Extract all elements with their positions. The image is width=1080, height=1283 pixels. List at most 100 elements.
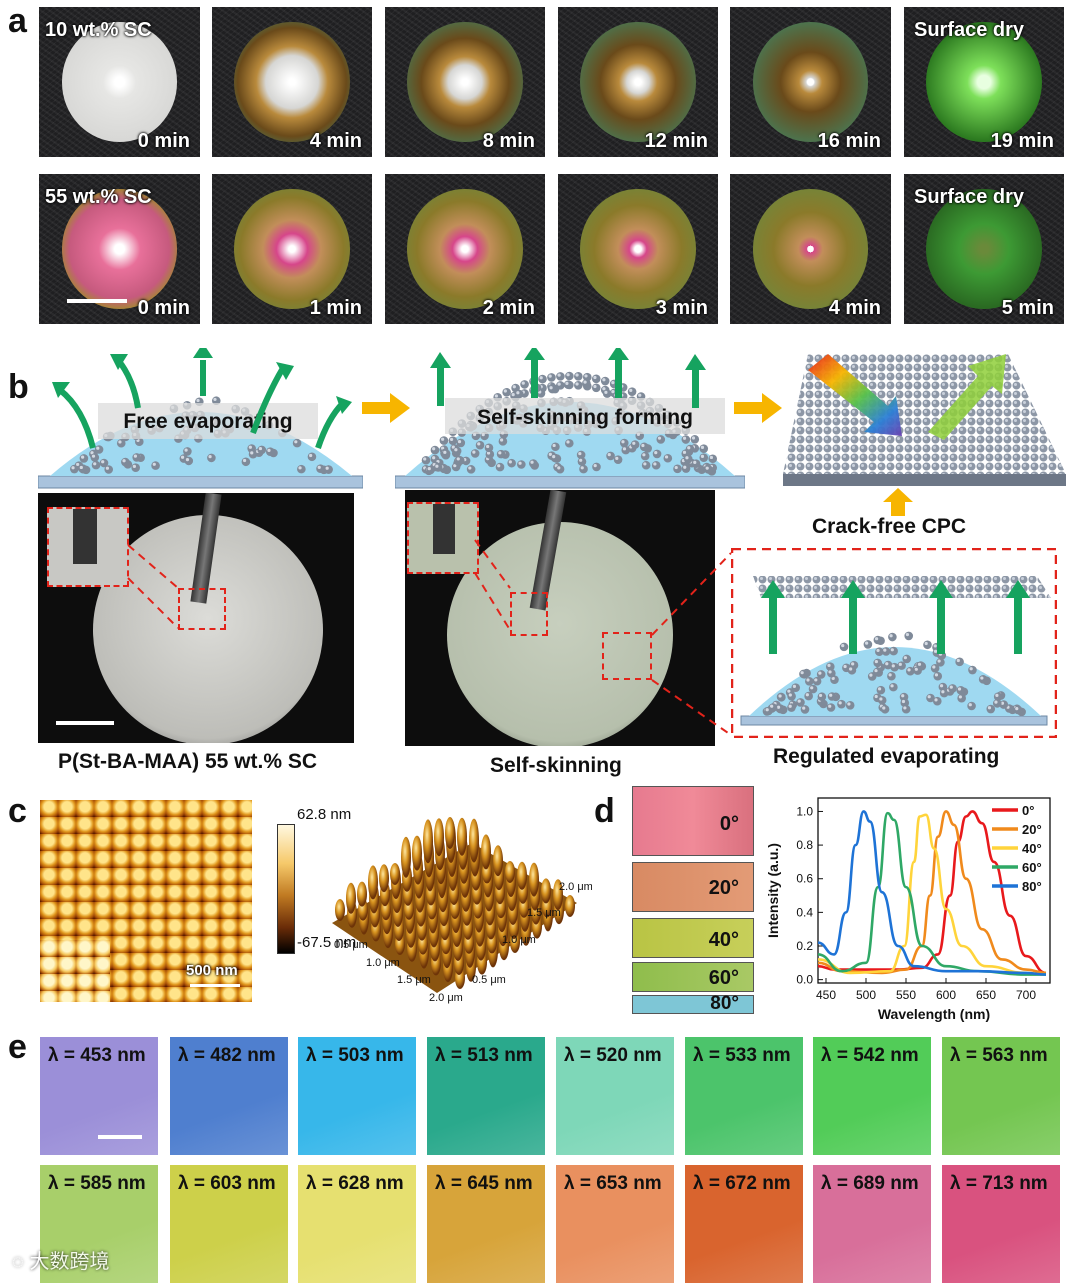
wavelength-label: λ = 689 nm: [821, 1173, 919, 1194]
wavelength-label: λ = 533 nm: [693, 1045, 791, 1066]
wavelength-label: λ = 645 nm: [435, 1173, 533, 1194]
droplet: [752, 22, 869, 142]
panel-label-d: d: [594, 792, 615, 830]
time-label: 3 min: [655, 297, 708, 319]
angle-swatch-60: 60°: [632, 962, 754, 992]
droplet-photo: 12 min: [558, 7, 718, 157]
color-swatch: λ = 503 nm: [298, 1037, 416, 1155]
watermark: ◌ 大数跨境: [12, 1251, 110, 1273]
y-tick-label: 0.0: [796, 973, 813, 987]
color-swatch: λ = 563 nm: [942, 1037, 1060, 1155]
color-swatch: λ = 513 nm: [427, 1037, 545, 1155]
x-tick-label: 700: [1016, 988, 1036, 1002]
petri-dish-photo-middle: [405, 490, 715, 746]
time-label: 1 min: [309, 297, 362, 319]
axis-x-tick: 0.5 μm: [334, 939, 368, 951]
droplet-photo: 8 min: [385, 7, 545, 157]
y-axis-label: Intensity (a.u.): [765, 843, 781, 938]
droplet-photo: 4 min: [212, 7, 372, 157]
wavelength-label: λ = 563 nm: [950, 1045, 1048, 1066]
y-tick-label: 0.8: [796, 838, 813, 852]
legend-label: 80°: [1022, 879, 1042, 894]
watermark-logo-icon: ◌: [12, 1251, 30, 1273]
series-line: [817, 813, 1047, 976]
plot-frame: [817, 797, 1051, 984]
free-evaporating-diagram: Free evaporating: [38, 348, 363, 489]
wavelength-label: λ = 503 nm: [306, 1045, 404, 1066]
droplet-photo: 4 min: [730, 174, 891, 324]
color-swatch: λ = 672 nm: [685, 1165, 803, 1283]
scalebar-label: 500 nm: [186, 962, 238, 979]
x-tick-label: 450: [816, 988, 836, 1002]
series-line: [817, 810, 1047, 976]
time-label: 2 min: [482, 297, 535, 319]
caption-left: P(St-BA-MAA) 55 wt.% SC: [58, 750, 318, 773]
surface-dry-label: Surface dry: [914, 186, 1025, 208]
droplet-photo: 3 min: [558, 174, 718, 324]
crack-free-cpc-film: [783, 354, 1066, 486]
wavelength-label: λ = 713 nm: [950, 1173, 1048, 1194]
wavelength-label: λ = 542 nm: [821, 1045, 919, 1066]
self-skinning-diagram: Self-skinning forming: [395, 348, 745, 489]
wavelength-label: λ = 520 nm: [564, 1045, 662, 1066]
angle-swatch-20: 20°: [632, 862, 754, 912]
free-evaporating-label: Free evaporating: [123, 410, 292, 433]
color-swatch: λ = 645 nm: [427, 1165, 545, 1283]
colorbar-min-label: -67.5 nm: [297, 934, 357, 951]
crack-free-cpc-label: Crack-free CPC: [812, 515, 967, 538]
wavelength-label: λ = 482 nm: [178, 1045, 276, 1066]
concentration-label: 55 wt.% SC: [45, 186, 152, 208]
x-tick-label: 500: [856, 988, 876, 1002]
droplet-photo: 0 min 55 wt.% SC: [39, 174, 200, 324]
droplet: [407, 189, 523, 309]
legend-label: 60°: [1022, 860, 1042, 875]
arrow-up-icon: [883, 488, 913, 516]
axis-x-tick: 2.0 μm: [429, 992, 463, 1004]
legend-label: 0°: [1022, 803, 1034, 818]
x-axis-label: Wavelength (nm): [878, 1006, 990, 1022]
color-swatch: λ = 520 nm: [556, 1037, 674, 1155]
droplet-photo: 19 min Surface dry: [904, 7, 1064, 157]
x-tick-label: 550: [896, 988, 916, 1002]
axis-x-tick: 1.5 μm: [397, 974, 431, 986]
droplet: [926, 189, 1042, 309]
wavelength-label: λ = 603 nm: [178, 1173, 276, 1194]
time-label: 4 min: [309, 130, 362, 152]
time-label: 5 min: [1001, 297, 1054, 319]
droplet-photo: 2 min: [385, 174, 545, 324]
arrow-right-icon-1: [362, 393, 410, 423]
color-swatch: λ = 653 nm: [556, 1165, 674, 1283]
droplet: [61, 22, 178, 142]
colorbar-max-label: 62.8 nm: [297, 806, 352, 823]
height-colorbar: [277, 824, 295, 954]
droplet-photo: 1 min: [212, 174, 372, 324]
droplet: [234, 22, 350, 142]
color-swatch: λ = 453 nm: [40, 1037, 158, 1155]
wavelength-label: λ = 672 nm: [693, 1173, 791, 1194]
time-label: 4 min: [828, 297, 881, 319]
y-tick-label: 0.2: [796, 939, 813, 953]
color-swatch: λ = 585 nm: [40, 1165, 158, 1283]
wavelength-label: λ = 653 nm: [564, 1173, 662, 1194]
color-swatch: λ = 533 nm: [685, 1037, 803, 1155]
petri-dish-photo-left: [38, 493, 354, 743]
angle-swatch-0: 0°: [632, 786, 754, 856]
time-label: 16 min: [817, 130, 881, 152]
axis-x-tick: 1.0 μm: [366, 957, 400, 969]
time-label: 8 min: [482, 130, 535, 152]
afm-height-image: 500 nm: [40, 800, 252, 1002]
legend-label: 40°: [1022, 841, 1042, 856]
droplet: [407, 22, 523, 142]
color-swatch: λ = 542 nm: [813, 1037, 931, 1155]
time-label: 19 min: [990, 130, 1054, 152]
surface-dry-label: Surface dry: [914, 19, 1025, 41]
wavelength-label: λ = 585 nm: [48, 1173, 146, 1194]
afm-3d-surface: 0.5 μm 1.0 μm 1.5 μm 2.0 μm 0.5 μm 1.0 μ…: [332, 817, 592, 1004]
droplet-photo: 5 min Surface dry: [904, 174, 1064, 324]
x-tick-label: 650: [976, 988, 996, 1002]
concentration-label: 10 wt.% SC: [45, 19, 152, 41]
color-swatch: λ = 713 nm: [942, 1165, 1060, 1283]
arrow-right-icon-2: [734, 393, 782, 423]
caption-right: Regulated evaporating: [773, 745, 1000, 768]
axis-y-tick: 2.0 μm: [559, 881, 592, 893]
